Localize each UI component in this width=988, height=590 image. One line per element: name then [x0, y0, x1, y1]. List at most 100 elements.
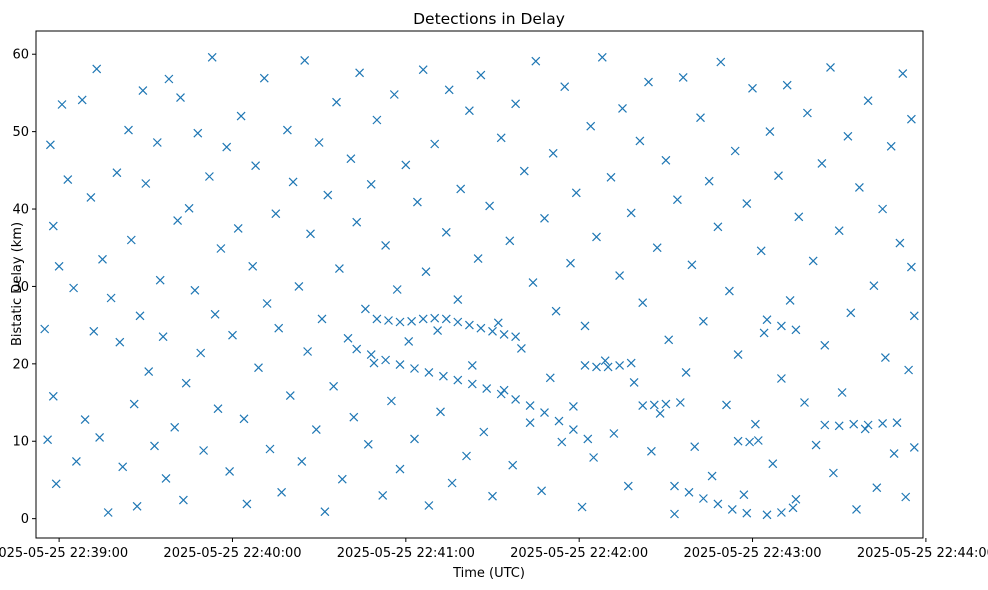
data-point [421, 267, 431, 277]
data-point [722, 400, 731, 410]
data-point [696, 113, 705, 123]
data-point [323, 190, 333, 200]
data-point [233, 223, 243, 233]
data-point [869, 281, 879, 291]
data-point [152, 138, 162, 147]
data-point [511, 332, 521, 342]
data-point [537, 486, 547, 496]
data-point [765, 127, 775, 137]
data-point [826, 62, 835, 72]
data-point [488, 491, 497, 501]
x-tick-label: 2025-05-25 22:39:00 [0, 546, 128, 561]
data-point [762, 315, 772, 325]
data-point [141, 179, 151, 188]
data-point [580, 321, 590, 331]
data-point [407, 316, 417, 326]
data-point [392, 285, 402, 294]
data-point [511, 394, 521, 404]
data-point [843, 131, 853, 141]
data-point [54, 261, 64, 271]
data-point [199, 446, 209, 455]
data-point [381, 355, 391, 365]
data-point [684, 487, 694, 497]
data-point [623, 481, 633, 491]
data-point [412, 197, 422, 207]
data-point [144, 367, 154, 377]
data-point [158, 332, 168, 342]
data-point [112, 168, 122, 178]
data-point [294, 281, 304, 291]
data-point [193, 128, 203, 138]
data-point [453, 375, 463, 385]
y-axis: 0 10 20 30 40 50 60 [12, 48, 36, 527]
data-point [808, 256, 818, 266]
data-point [499, 385, 509, 395]
data-point [473, 254, 483, 264]
data-point [265, 444, 275, 454]
data-point [346, 154, 356, 164]
data-point [384, 316, 393, 325]
data-point [635, 136, 645, 146]
chart-title: Detections in Delay [413, 10, 565, 28]
data-point [906, 262, 916, 272]
data-point [207, 52, 217, 62]
data-point [430, 313, 440, 323]
data-point [95, 432, 105, 442]
data-point [644, 77, 653, 87]
data-point [80, 415, 90, 425]
data-point [138, 86, 148, 96]
data-point [586, 121, 596, 131]
data-point [849, 419, 859, 429]
data-point [89, 326, 99, 336]
data-point [48, 391, 58, 401]
data-point [828, 468, 838, 478]
data-point [698, 316, 708, 326]
data-point [57, 100, 67, 109]
data-point [863, 96, 873, 106]
data-point [366, 179, 376, 189]
data-point [352, 344, 362, 354]
data-point [453, 317, 463, 327]
data-point [499, 329, 509, 339]
data-point [629, 377, 639, 387]
data-point [372, 314, 382, 324]
data-point [863, 420, 873, 430]
data-point [381, 240, 391, 250]
data-point [724, 286, 734, 296]
data-point [895, 238, 905, 248]
data-point [505, 236, 515, 246]
data-point [592, 362, 601, 372]
data-point [204, 172, 214, 181]
data-point [609, 429, 619, 438]
data-point [254, 363, 263, 373]
y-tick-label: 30 [12, 280, 29, 295]
data-point [892, 418, 902, 428]
data-point [655, 408, 665, 418]
data-point [519, 166, 529, 176]
data-point [173, 216, 183, 226]
data-point [753, 436, 763, 445]
data-point [531, 56, 541, 66]
data-point [239, 414, 249, 424]
data-point [508, 460, 518, 470]
data-point [404, 336, 414, 346]
data-point [551, 306, 561, 316]
data-point [525, 401, 535, 411]
data-point [456, 184, 466, 194]
data-point [568, 401, 578, 411]
data-point [493, 318, 503, 328]
data-point [681, 367, 691, 377]
data-point [262, 299, 272, 308]
data-point [571, 188, 581, 198]
data-point [43, 435, 53, 445]
data-point [615, 271, 625, 281]
y-tick-label: 50 [12, 125, 29, 140]
data-point [126, 235, 136, 245]
data-point [63, 175, 73, 185]
data-point [210, 309, 220, 319]
data-point [577, 502, 587, 512]
data-point [516, 343, 526, 353]
y-tick-label: 0 [21, 512, 29, 527]
data-point [791, 494, 801, 504]
